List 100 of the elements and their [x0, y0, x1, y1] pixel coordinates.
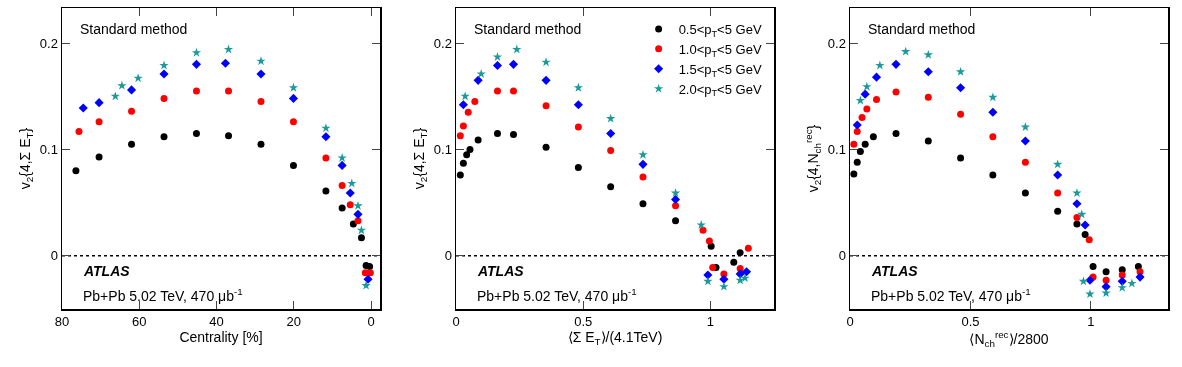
- point: [337, 153, 347, 162]
- y-tick-label: 0.1: [827, 142, 846, 158]
- point: [923, 49, 933, 59]
- annotation: Pb+Pb 5.02 TeV, 470 μb$^{-1}$: [477, 286, 637, 304]
- point: [892, 88, 900, 96]
- point: [924, 137, 932, 145]
- point: [924, 93, 932, 101]
- x-tick-label: 0.5: [961, 314, 980, 330]
- point: [289, 118, 297, 126]
- annotation: Pb+Pb 5.02 TeV, 470 μb$^{-1}$: [871, 286, 1031, 304]
- point: [850, 170, 858, 178]
- point: [638, 159, 648, 169]
- point: [573, 100, 583, 110]
- point: [225, 87, 233, 95]
- point: [955, 66, 966, 76]
- point: [860, 89, 870, 99]
- point: [1118, 271, 1126, 279]
- point: [460, 91, 470, 101]
- point: [508, 59, 519, 69]
- point: [861, 140, 869, 148]
- point: [257, 98, 265, 106]
- point: [337, 160, 347, 170]
- point: [542, 143, 550, 151]
- point: [1080, 220, 1090, 230]
- point: [703, 270, 713, 280]
- point: [1078, 276, 1089, 286]
- point: [159, 69, 169, 79]
- point: [719, 281, 729, 291]
- point: [670, 188, 681, 198]
- point: [353, 200, 363, 210]
- point: [705, 237, 713, 245]
- point: [1085, 236, 1093, 244]
- point: [366, 269, 374, 277]
- point: [363, 274, 373, 284]
- point: [606, 128, 616, 139]
- point: [703, 276, 713, 286]
- point: [696, 220, 706, 229]
- point: [875, 60, 885, 70]
- point: [639, 200, 647, 208]
- point: [862, 81, 872, 91]
- point: [464, 108, 472, 116]
- x-tick-label: 1: [706, 314, 715, 330]
- point: [127, 85, 137, 95]
- point: [744, 244, 752, 252]
- point: [1085, 275, 1095, 285]
- point: [573, 82, 584, 92]
- point: [128, 140, 136, 148]
- point: [354, 217, 362, 225]
- point: [288, 93, 298, 103]
- x-axis-title: ⟨Σ E$_{T}$⟩/(4.1TeV): [567, 329, 663, 348]
- point: [160, 133, 168, 141]
- point: [1117, 282, 1127, 292]
- y-tick-label: 0: [444, 248, 452, 264]
- point: [1101, 282, 1111, 292]
- point: [459, 122, 467, 130]
- point: [1117, 276, 1127, 286]
- y-tick-label: 0: [50, 248, 58, 264]
- point: [492, 60, 503, 70]
- point: [338, 204, 346, 212]
- point: [1072, 199, 1082, 209]
- point: [353, 209, 363, 219]
- x-tick-label: 20: [286, 314, 302, 330]
- point: [1077, 209, 1087, 219]
- x-tick-label: 0: [367, 314, 375, 330]
- x-axis-title: Centrality [%]: [179, 329, 263, 346]
- point: [192, 130, 200, 138]
- legend-label: 2.0<p$_{T}$<5 GeV: [678, 81, 762, 99]
- point: [956, 83, 966, 93]
- point: [345, 188, 355, 198]
- point: [321, 132, 331, 142]
- point: [574, 164, 582, 172]
- point: [75, 127, 83, 135]
- point: [957, 154, 965, 162]
- point: [699, 226, 707, 234]
- point: [78, 103, 88, 113]
- point: [735, 269, 745, 279]
- point: [1053, 159, 1063, 169]
- point: [1135, 272, 1145, 282]
- point: [357, 234, 365, 242]
- point: [492, 52, 503, 61]
- point: [856, 148, 864, 156]
- point: [456, 132, 464, 140]
- point: [493, 130, 501, 138]
- point: [855, 95, 866, 105]
- point: [1020, 136, 1030, 146]
- point: [476, 69, 486, 78]
- legend-label: 1.5<p$_{T}$<5 GeV: [678, 61, 762, 79]
- point: [322, 187, 330, 195]
- point: [638, 149, 648, 159]
- point: [541, 75, 551, 85]
- point: [1021, 189, 1029, 197]
- point: [853, 127, 861, 135]
- point: [466, 145, 474, 153]
- point: [128, 107, 136, 115]
- point: [220, 58, 230, 68]
- point: [191, 47, 202, 57]
- point: [541, 57, 551, 67]
- point: [957, 110, 965, 118]
- point: [607, 147, 615, 155]
- legend-label: 0.5<p$_{T}$<5 GeV: [678, 22, 762, 39]
